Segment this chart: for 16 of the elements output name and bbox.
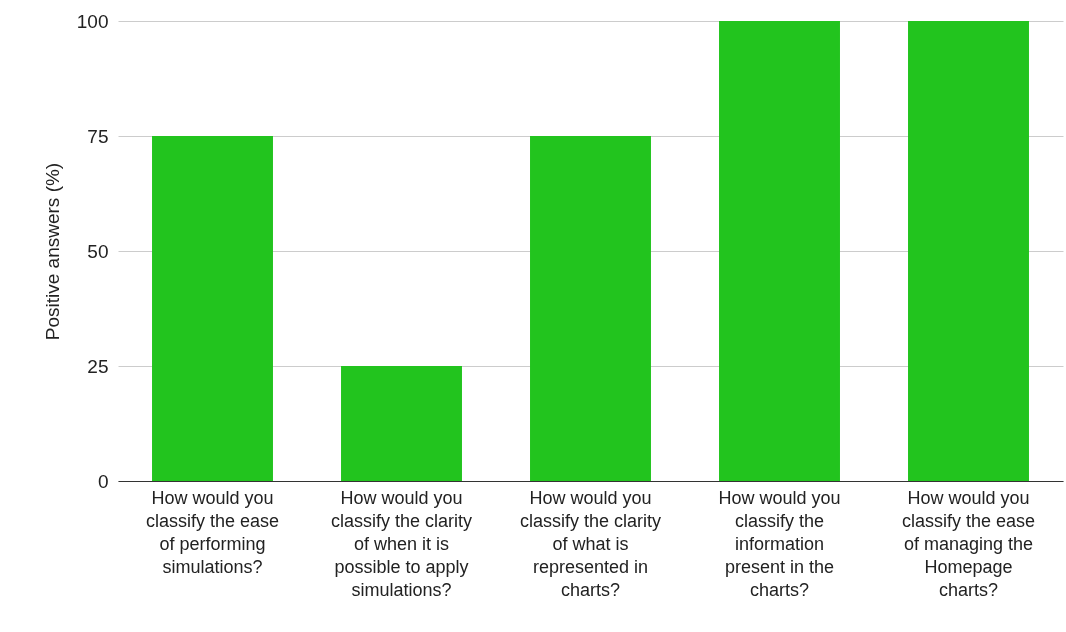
bar xyxy=(530,136,651,481)
x-tick-label: How would you classify the information present in the charts? xyxy=(718,487,841,600)
bar xyxy=(341,366,462,481)
y-tick-label: 25 xyxy=(87,355,109,377)
y-tick-label: 75 xyxy=(87,125,109,147)
x-tick-label: How would you classify the ease of performing simulations? xyxy=(145,487,280,577)
y-tick-label: 50 xyxy=(87,240,109,262)
bar xyxy=(152,136,273,481)
bar xyxy=(908,21,1029,481)
y-tick-label: 0 xyxy=(97,470,109,492)
bar xyxy=(719,21,840,481)
y-tick-label: 100 xyxy=(76,10,109,32)
x-tick-label: How would you classify the clarity of what is represented in charts? xyxy=(519,487,662,600)
x-tick-label: How would you classify the ease of managing the Homepage charts? xyxy=(901,487,1036,600)
y-axis-title: Positive answers (%) xyxy=(41,162,63,341)
x-tick-label: How would you classify the clarity of when it is possible to apply simulations? xyxy=(330,487,473,600)
